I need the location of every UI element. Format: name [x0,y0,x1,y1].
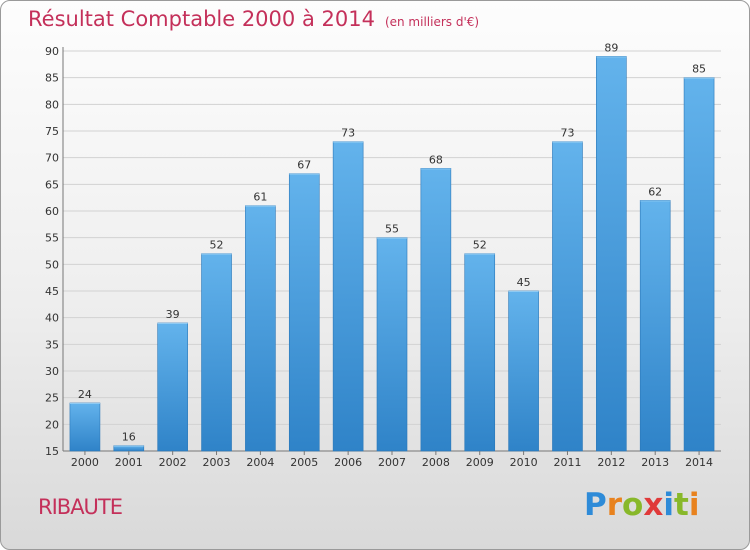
x-tick-label: 2001 [115,456,143,469]
x-tick-label: 2007 [378,456,406,469]
bar [245,205,276,452]
data-label: 61 [253,191,267,204]
y-tick-label: 70 [45,152,59,165]
bar [288,173,320,452]
chart-title: Résultat Comptable 2000 à 2014 (en millie… [28,7,479,31]
bar [683,77,715,452]
data-label: 85 [692,63,706,76]
x-tick-label: 2000 [71,456,99,469]
y-tick-label: 85 [45,72,59,85]
logo-letter: P [584,487,607,523]
x-tick-label: 2008 [422,456,450,469]
y-tick-label: 25 [45,392,59,405]
data-label: 24 [78,388,92,401]
logo-letter: o [622,487,644,523]
x-tick-label: 2012 [597,456,625,469]
data-label: 67 [297,159,311,172]
x-tick-label: 2002 [159,456,187,469]
chart-subtitle: (en milliers d'€) [384,15,480,29]
bar [552,141,583,452]
y-tick-label: 90 [45,45,59,58]
x-tick-label: 2013 [641,456,669,469]
bar [157,322,188,452]
y-tick-label: 35 [45,338,59,351]
y-tick-label: 55 [45,232,59,245]
bar [69,402,101,452]
bar [464,253,496,452]
bar [508,290,539,452]
y-tick-label: 80 [45,98,59,111]
logo-letter: r [606,487,623,523]
proxiti-logo: Proxiti [584,487,699,523]
data-label: 55 [385,223,399,236]
bar [376,237,408,452]
logo-letter: i [663,487,674,523]
x-tick-label: 2005 [290,456,318,469]
y-tick-label: 45 [45,285,59,298]
data-label: 16 [122,431,136,444]
x-tick-label: 2010 [510,456,538,469]
commune-name: RIBAUTE [38,495,123,519]
logo-letter: i [688,487,700,523]
logo-letter: t [673,487,689,523]
y-tick-label: 15 [45,445,59,458]
data-label: 45 [517,276,531,289]
data-label: 52 [210,239,224,252]
y-tick-label: 20 [45,418,59,431]
x-tick-label: 2003 [203,456,231,469]
bar [201,253,232,452]
x-tick-label: 2006 [334,456,362,469]
data-label: 39 [166,308,180,321]
bar [420,168,452,452]
data-label: 52 [473,239,487,252]
bar [332,141,364,452]
y-tick-label: 50 [45,258,59,271]
data-label: 73 [560,127,574,140]
y-tick-label: 75 [45,125,59,138]
x-tick-label: 2009 [466,456,494,469]
bar [639,200,671,452]
logo-letter: x [643,487,664,523]
data-label: 68 [429,153,443,166]
x-tick-label: 2014 [685,456,713,469]
y-tick-label: 65 [45,178,59,191]
y-tick-label: 30 [45,365,59,378]
data-label: 89 [604,41,618,54]
x-tick-label: 2004 [246,456,274,469]
chart-title-text: Résultat Comptable 2000 à 2014 [28,7,375,31]
bar [596,56,627,452]
y-tick-label: 60 [45,205,59,218]
data-label: 73 [341,127,355,140]
x-tick-label: 2011 [553,456,581,469]
data-label: 62 [648,185,662,198]
y-tick-label: 40 [45,312,59,325]
